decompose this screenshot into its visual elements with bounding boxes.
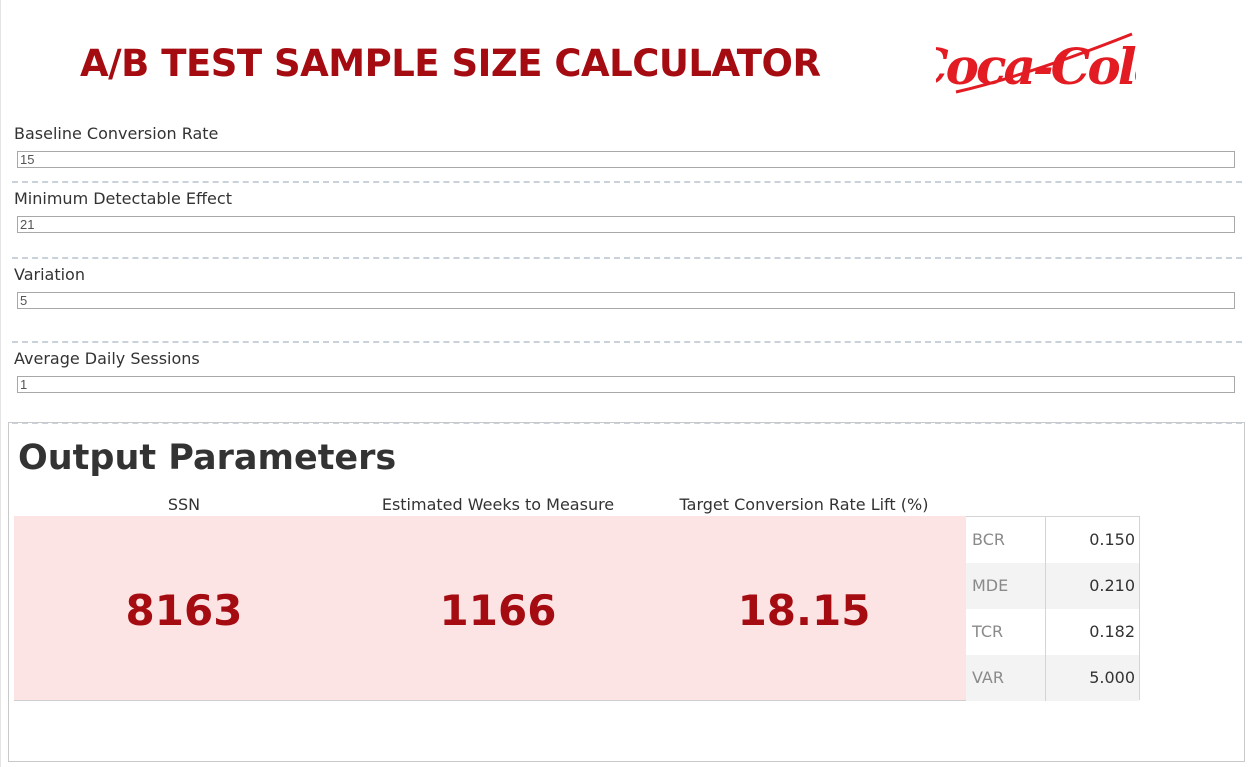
target-conversion-lift-header: Target Conversion Rate Lift (%) [679,495,929,514]
table-row: TCR 0.182 [966,609,1139,655]
output-panel [8,422,1245,762]
ssn-value: 8163 [125,586,243,635]
table-row: VAR 5.000 [966,655,1139,701]
variation-label: Variation [14,265,85,284]
bcr-key: BCR [972,530,1005,549]
estimated-weeks-header: Estimated Weeks to Measure [381,495,615,514]
variation-input[interactable] [17,292,1235,309]
minimum-detectable-effect-input[interactable] [17,216,1235,233]
average-daily-sessions-input[interactable] [17,376,1235,393]
mde-key: MDE [972,576,1009,595]
separator [12,257,1242,259]
tcr-value: 0.182 [1089,622,1135,641]
target-conversion-lift-value: 18.15 [737,586,871,635]
table-row: BCR 0.150 [966,517,1139,563]
svg-text:Coca-Cola: Coca-Cola [936,37,1136,96]
ssn-header: SSN [167,495,201,514]
left-border [0,0,1,767]
bcr-value: 0.150 [1089,530,1135,549]
average-daily-sessions-label: Average Daily Sessions [14,349,200,368]
separator [12,422,1242,424]
metrics-box [14,516,966,701]
output-title: Output Parameters [18,438,397,478]
baseline-conversion-rate-label: Baseline Conversion Rate [14,124,219,143]
parameter-table: BCR 0.150 MDE 0.210 TCR 0.182 VAR 5.000 [966,516,1140,701]
table-row: MDE 0.210 [966,563,1139,609]
separator [12,341,1242,343]
var-key: VAR [972,668,1004,687]
page-title: A/B TEST SAMPLE SIZE CALCULATOR [80,42,821,85]
var-value: 5.000 [1089,668,1135,687]
minimum-detectable-effect-label: Minimum Detectable Effect [14,189,232,208]
coca-cola-logo: Coca-Cola [936,32,1136,96]
estimated-weeks-value: 1166 [439,586,557,635]
table-column-divider [1045,517,1046,701]
tcr-key: TCR [972,622,1004,641]
separator [12,181,1242,183]
mde-value: 0.210 [1089,576,1135,595]
baseline-conversion-rate-input[interactable] [17,151,1235,168]
